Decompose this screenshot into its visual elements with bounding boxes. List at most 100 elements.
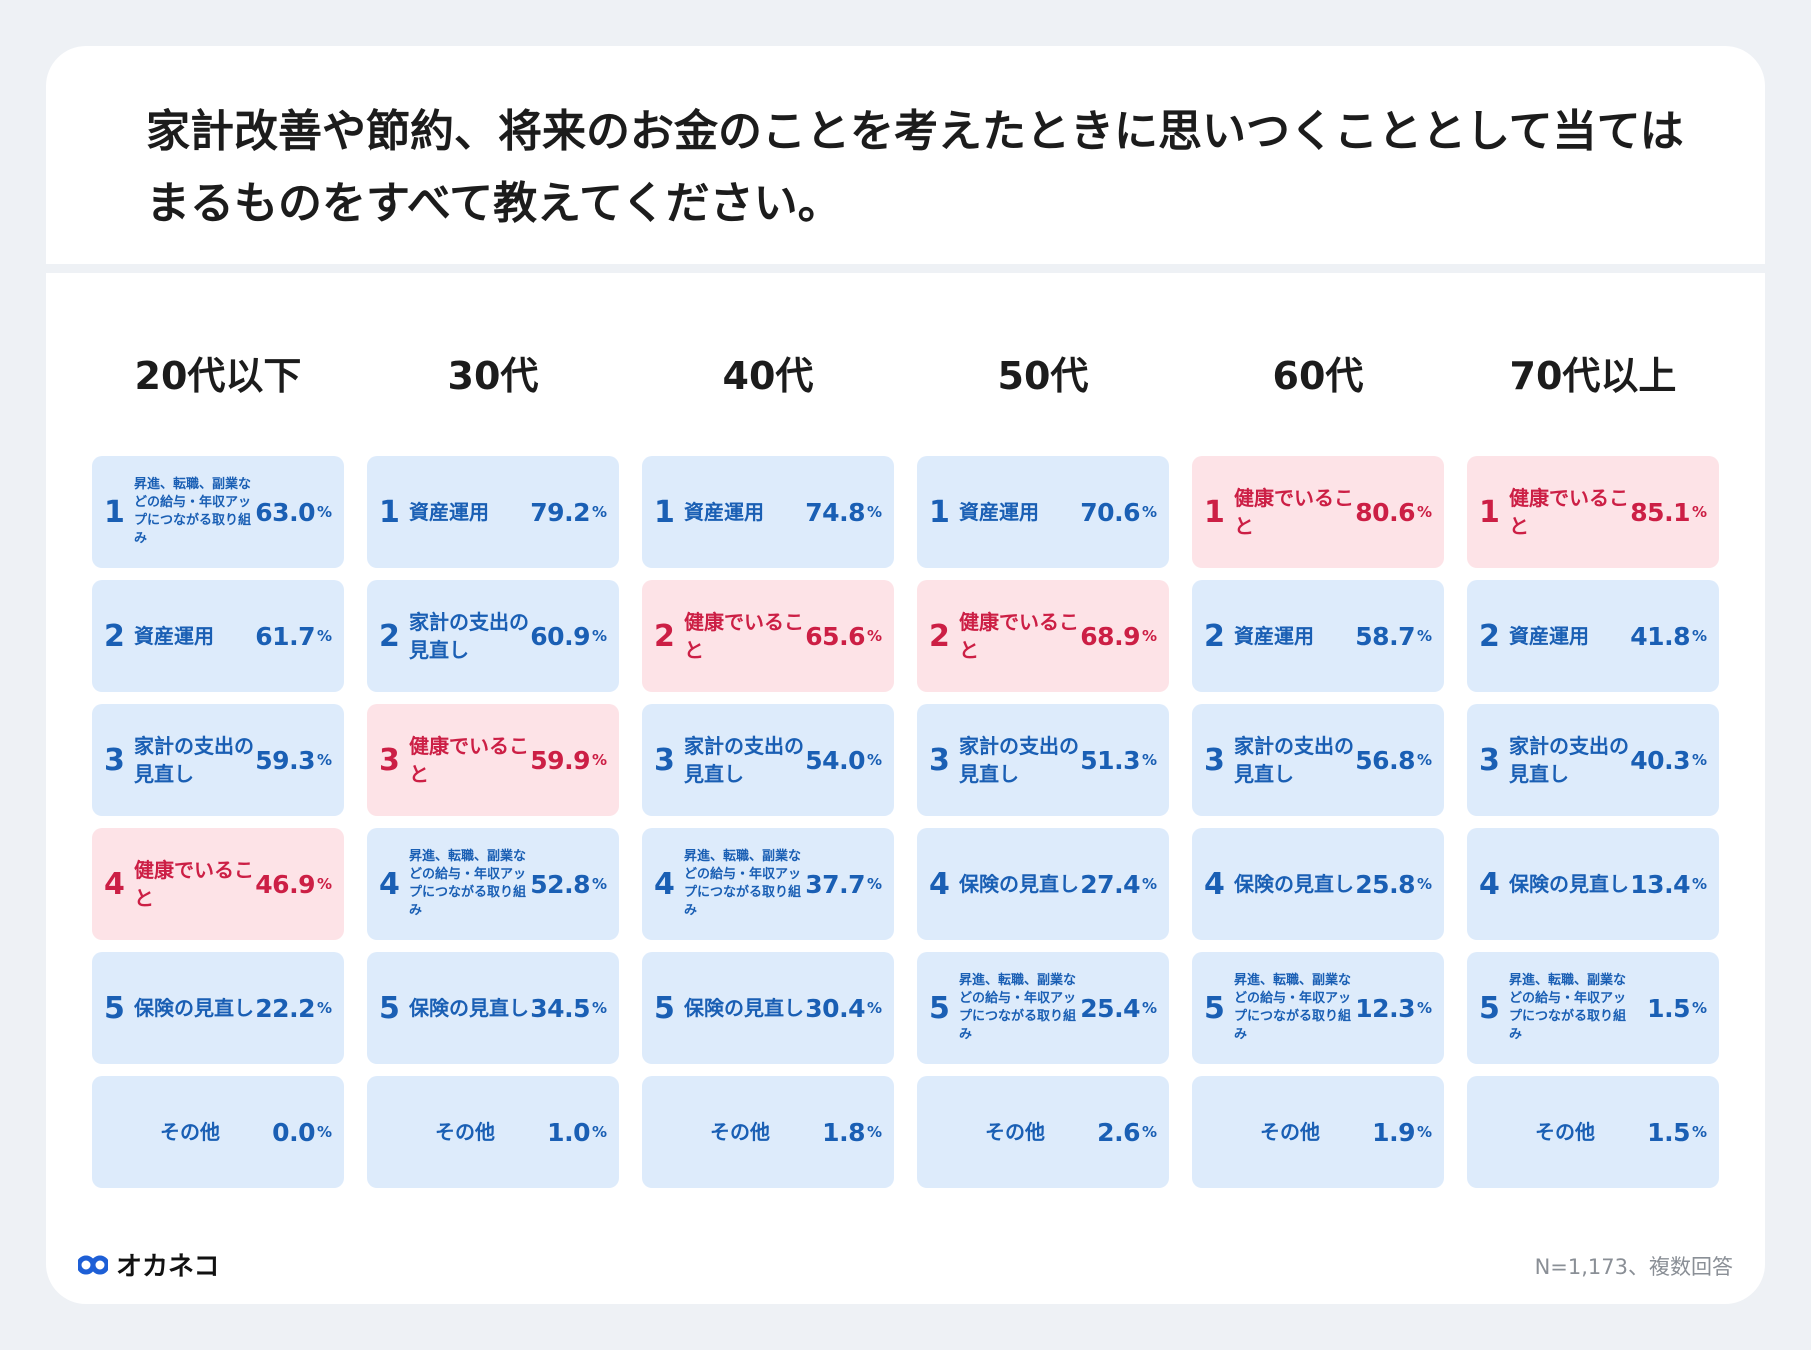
- ranking-cell: 1 昇進、転職、副業などの給与・年収アップにつながる取り組み 63.0%: [92, 456, 344, 568]
- percent-sign: %: [1416, 875, 1432, 893]
- age-column: 20代以下 1 昇進、転職、副業などの給与・年収アップにつながる取り組み 63.0% 2…: [92, 346, 344, 1200]
- ranking-cell: 1 健康でいること 80.6%: [1192, 456, 1444, 568]
- value-number: 59.3: [255, 745, 315, 775]
- item-value: 58.7%: [1355, 580, 1432, 692]
- item-label: 保険の見直し: [409, 996, 529, 1020]
- item-label: 健康でいること: [1509, 486, 1629, 538]
- age-column: 40代 1 資産運用 74.8% 2 健康でいること 65.6% 3 家計の支出の見直し 54.0…: [642, 346, 894, 1200]
- percent-sign: %: [866, 751, 882, 769]
- ranking-cell: 3 健康でいること 59.9%: [367, 704, 619, 816]
- rank-number: 4: [654, 866, 675, 902]
- percent-sign: %: [866, 627, 882, 645]
- value-number: 40.3: [1630, 745, 1690, 775]
- ranking-cell: 4 昇進、転職、副業などの給与・年収アップにつながる取り組み 52.8%: [367, 828, 619, 940]
- item-label: 昇進、転職、副業などの給与・年収アップにつながる取り組み: [1509, 973, 1627, 1042]
- rank-number: 1: [929, 494, 950, 530]
- value-number: 61.7: [255, 621, 315, 651]
- value-number: 68.9: [1080, 621, 1140, 651]
- percent-sign: %: [591, 503, 607, 521]
- value-number: 12.3: [1355, 993, 1415, 1023]
- percent-sign: %: [1416, 1123, 1432, 1141]
- value-number: 22.2: [255, 993, 315, 1023]
- percent-sign: %: [1141, 1123, 1157, 1141]
- ranking-cell: 2 健康でいること 65.6%: [642, 580, 894, 692]
- item-value: 60.9%: [530, 580, 607, 692]
- rank-number: 1: [654, 494, 675, 530]
- ranking-cell: 2 資産運用 41.8%: [1467, 580, 1719, 692]
- ranking-cell: 3 家計の支出の見直し 54.0%: [642, 704, 894, 816]
- ranking-cell: 1 資産運用 70.6%: [917, 456, 1169, 568]
- percent-sign: %: [1416, 751, 1432, 769]
- percent-sign: %: [1141, 627, 1157, 645]
- item-value: 1.8%: [822, 1076, 882, 1188]
- percent-sign: %: [866, 503, 882, 521]
- ranking-cell: 2 健康でいること 68.9%: [917, 580, 1169, 692]
- ranking-cell: 5 保険の見直し 30.4%: [642, 952, 894, 1064]
- age-column: 60代 1 健康でいること 80.6% 2 資産運用 58.7% 3 家計の支出の見直し 56.8…: [1192, 346, 1444, 1200]
- item-value: 41.8%: [1630, 580, 1707, 692]
- value-number: 27.4: [1080, 869, 1140, 899]
- item-label: その他: [985, 1120, 1045, 1144]
- item-value: 70.6%: [1080, 456, 1157, 568]
- item-label: 家計の支出の見直し: [684, 734, 804, 786]
- item-value: 54.0%: [805, 704, 882, 816]
- percent-sign: %: [316, 627, 332, 645]
- ranking-cell: 5 昇進、転職、副業などの給与・年収アップにつながる取り組み 12.3%: [1192, 952, 1444, 1064]
- ranking-cell: 2 資産運用 58.7%: [1192, 580, 1444, 692]
- item-value: 34.5%: [530, 952, 607, 1064]
- percent-sign: %: [591, 999, 607, 1017]
- value-number: 30.4: [805, 993, 865, 1023]
- item-label: 保険の見直し: [1234, 872, 1354, 896]
- percent-sign: %: [1416, 503, 1432, 521]
- value-number: 1.5: [1647, 993, 1690, 1023]
- age-group-header: 20代以下: [134, 354, 302, 398]
- item-value: 13.4%: [1630, 828, 1707, 940]
- item-label: 昇進、転職、副業などの給与・年収アップにつながる取り組み: [684, 849, 802, 918]
- item-label: その他: [160, 1120, 220, 1144]
- item-label: 資産運用: [1234, 624, 1314, 648]
- ranking-cell: 4 保険の見直し 27.4%: [917, 828, 1169, 940]
- item-label: 資産運用: [409, 500, 489, 524]
- item-label: 健康でいること: [959, 610, 1079, 662]
- rank-number: 2: [654, 618, 675, 654]
- rank-number: 1: [1479, 494, 1500, 530]
- item-label: 資産運用: [684, 500, 764, 524]
- item-label: 保険の見直し: [1509, 872, 1629, 896]
- item-value: 68.9%: [1080, 580, 1157, 692]
- ranking-cell: その他 1.0%: [367, 1076, 619, 1188]
- ranking-cell: 2 家計の支出の見直し 60.9%: [367, 580, 619, 692]
- value-number: 80.6: [1355, 497, 1415, 527]
- item-value: 0.0%: [272, 1076, 332, 1188]
- value-number: 52.8: [530, 869, 590, 899]
- ranking-cell: 4 健康でいること 46.9%: [92, 828, 344, 940]
- value-number: 60.9: [530, 621, 590, 651]
- ranking-cell: その他 1.9%: [1192, 1076, 1444, 1188]
- item-label: 昇進、転職、副業などの給与・年収アップにつながる取り組み: [134, 477, 252, 546]
- item-value: 1.5%: [1647, 1076, 1707, 1188]
- brand-name: オカネコ: [116, 1252, 220, 1282]
- ranking-cell: 3 家計の支出の見直し 40.3%: [1467, 704, 1719, 816]
- item-label: 家計の支出の見直し: [409, 610, 529, 662]
- item-label: 保険の見直し: [684, 996, 804, 1020]
- ranking-cell: 4 昇進、転職、副業などの給与・年収アップにつながる取り組み 37.7%: [642, 828, 894, 940]
- item-value: 40.3%: [1630, 704, 1707, 816]
- item-label: 健康でいること: [1234, 486, 1354, 538]
- item-label: 家計の支出の見直し: [1509, 734, 1629, 786]
- item-value: 59.9%: [530, 704, 607, 816]
- item-value: 79.2%: [530, 456, 607, 568]
- ranking-cell: 4 保険の見直し 13.4%: [1467, 828, 1719, 940]
- item-value: 80.6%: [1355, 456, 1432, 568]
- item-label: 昇進、転職、副業などの給与・年収アップにつながる取り組み: [1234, 973, 1352, 1042]
- value-number: 0.0: [272, 1117, 315, 1147]
- header-divider: [46, 264, 1765, 273]
- percent-sign: %: [1691, 751, 1707, 769]
- item-value: 1.0%: [547, 1076, 607, 1188]
- value-number: 1.9: [1372, 1117, 1415, 1147]
- percent-sign: %: [316, 503, 332, 521]
- age-group-header: 30代: [447, 354, 539, 398]
- percent-sign: %: [1141, 751, 1157, 769]
- percent-sign: %: [866, 1123, 882, 1141]
- percent-sign: %: [1691, 503, 1707, 521]
- item-value: 22.2%: [255, 952, 332, 1064]
- value-number: 51.3: [1080, 745, 1140, 775]
